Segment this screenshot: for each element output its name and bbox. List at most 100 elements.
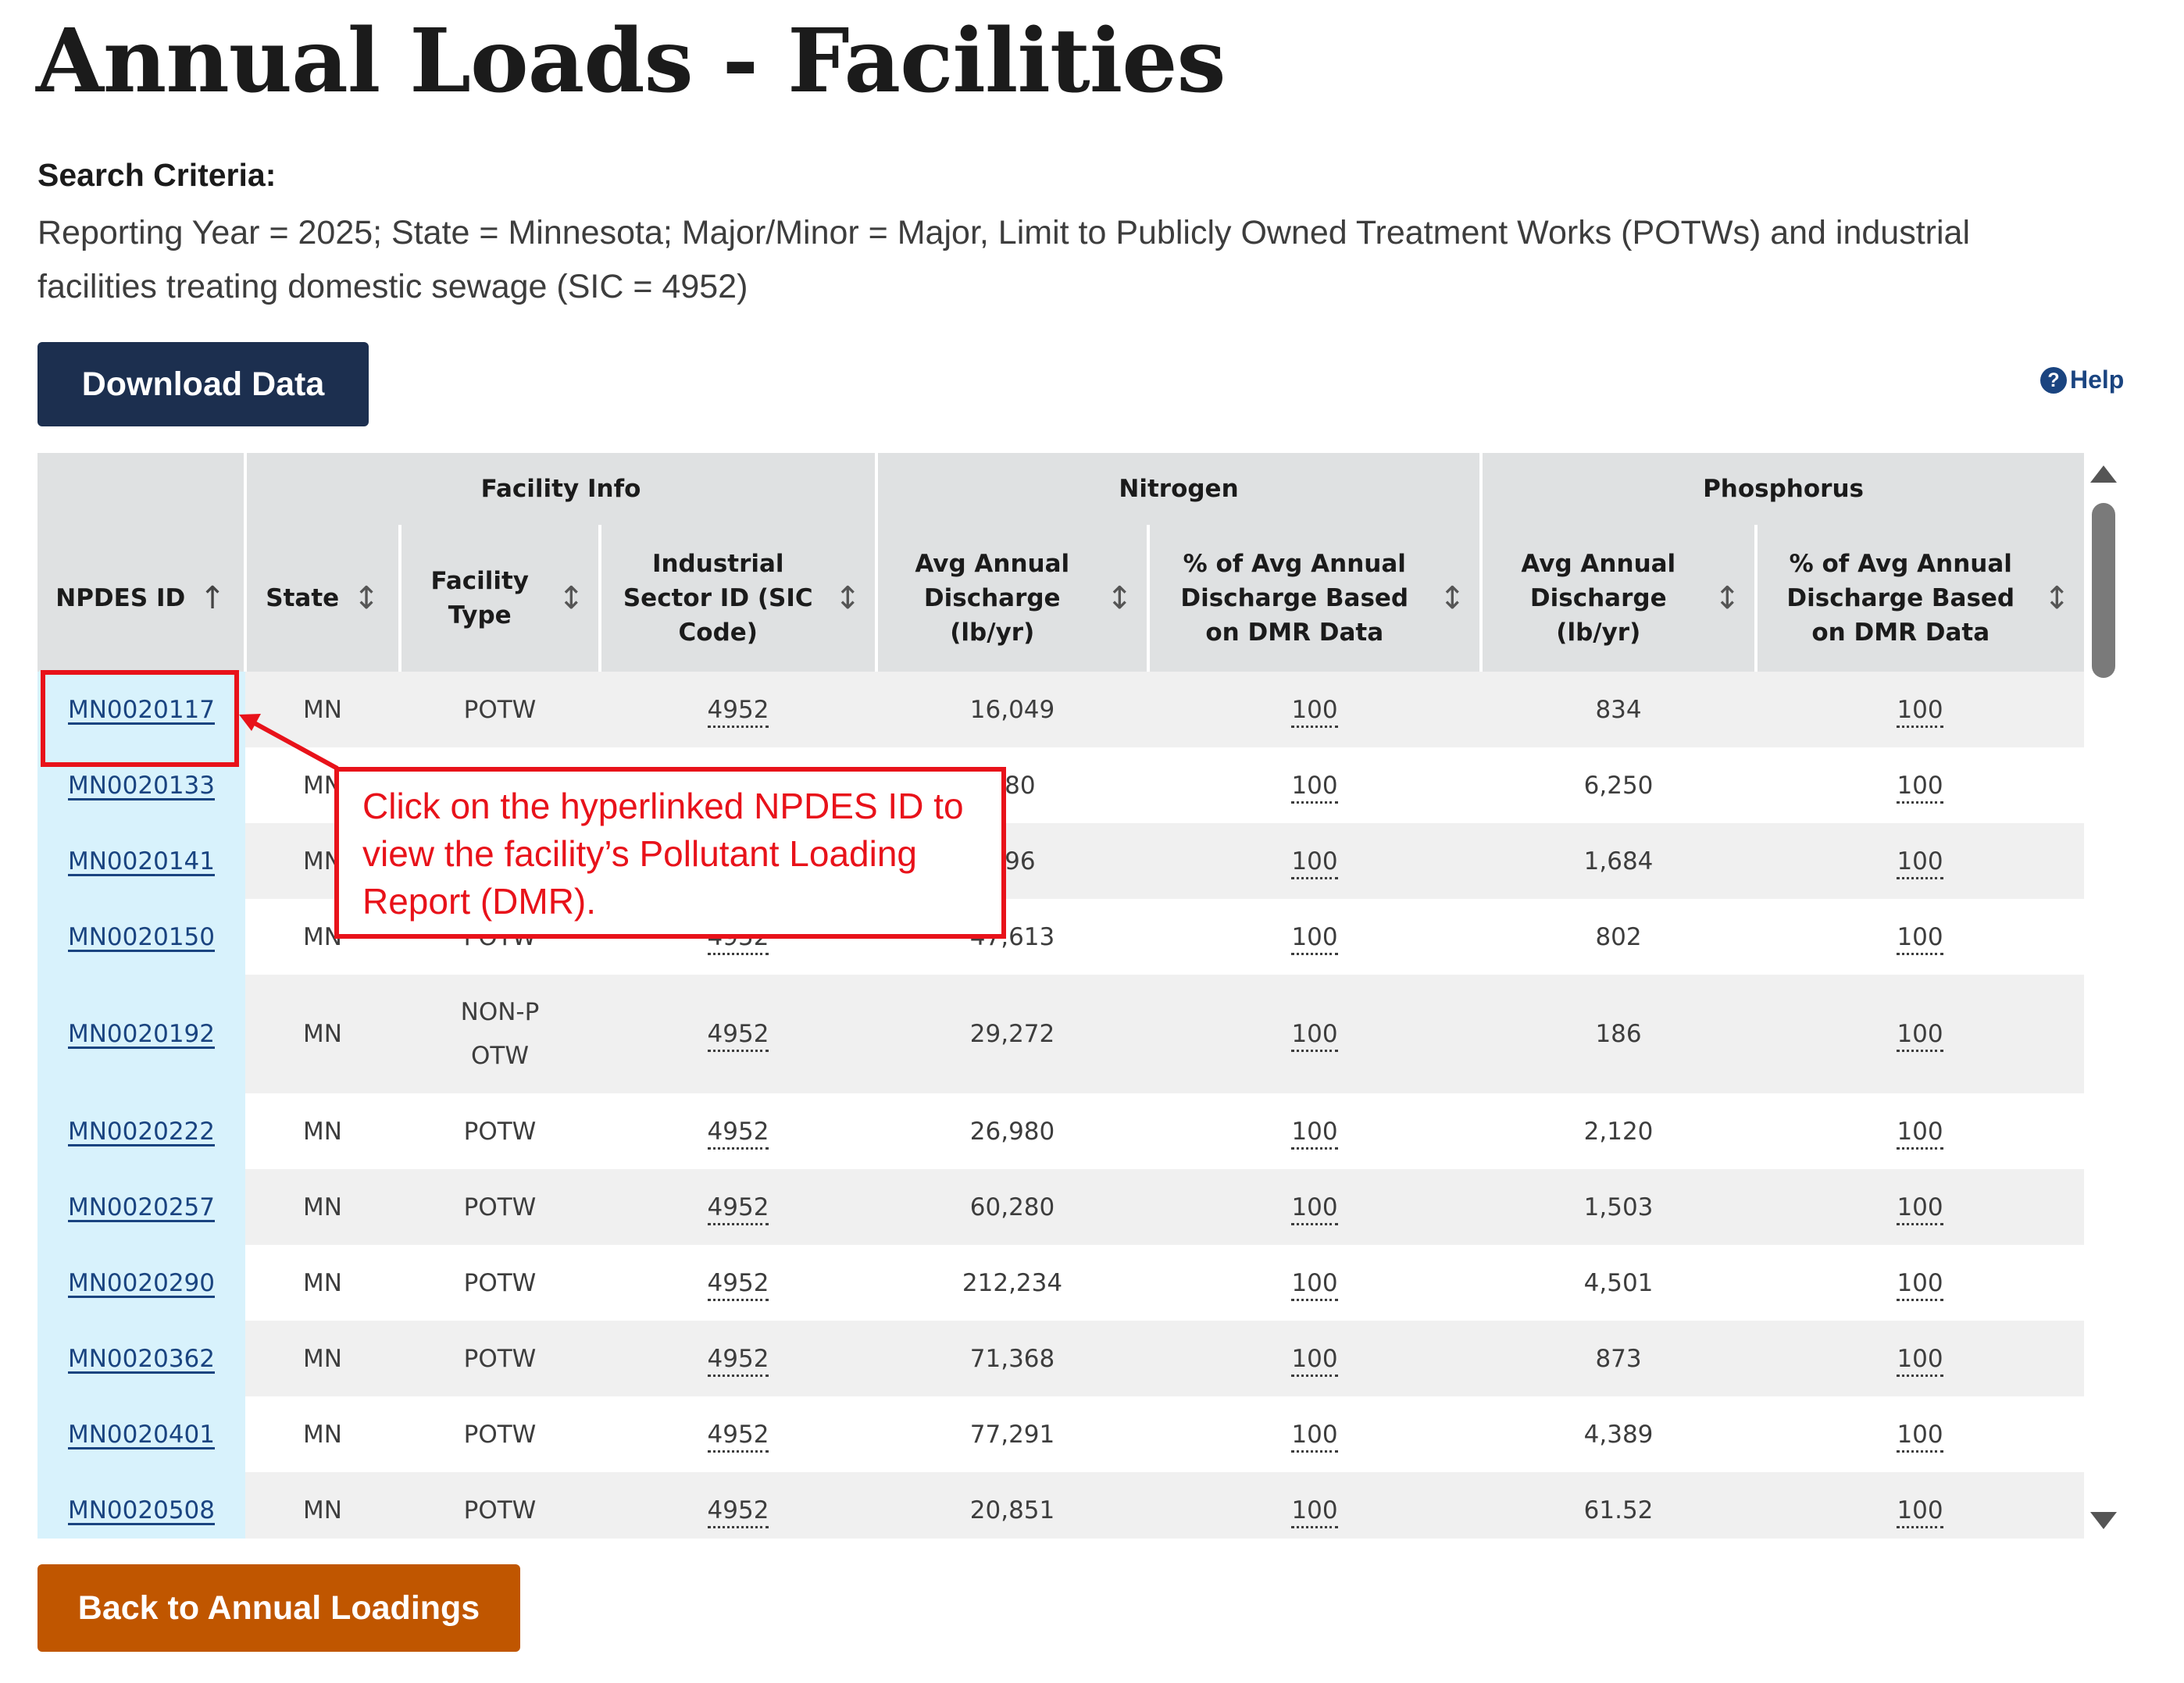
npdes-id-link[interactable]: MN0020133 xyxy=(68,771,215,800)
phosphorus-dmr-pct-value[interactable]: 100 xyxy=(1897,695,1943,728)
phosphorus-dmr-pct-value[interactable]: 100 xyxy=(1897,771,1943,804)
npdes-id-link[interactable]: MN0020141 xyxy=(68,847,215,875)
sort-both-icon[interactable]: ↕ xyxy=(353,580,380,616)
nitrogen-dmr-pct-value[interactable]: 100 xyxy=(1291,1117,1338,1150)
state-value: MN xyxy=(303,1117,342,1146)
sort-both-icon[interactable]: ↕ xyxy=(1714,580,1741,616)
nitrogen-dmr-pct-value[interactable]: 100 xyxy=(1291,847,1338,879)
sort-both-icon[interactable]: ↕ xyxy=(2043,580,2071,616)
phosphorus-discharge-cell: 802 xyxy=(1481,899,1757,975)
facility-type-value: NON-POTW xyxy=(460,998,540,1070)
phosphorus-discharge-cell: 61.52 xyxy=(1481,1472,1757,1539)
sic-code-cell: 4952 xyxy=(600,1245,877,1321)
phosphorus-discharge-value: 6,250 xyxy=(1583,771,1654,800)
npdes-id-cell: MN0020141 xyxy=(37,823,245,899)
group-header-phosphorus: Phosphorus xyxy=(1479,453,2084,525)
nitrogen-discharge-cell: 60,280 xyxy=(876,1169,1149,1245)
column-header-nitrogen-dmr-pct[interactable]: % of Avg Annual Discharge Based on DMR D… xyxy=(1147,525,1482,672)
sic-code-value[interactable]: 4952 xyxy=(707,1344,769,1377)
facility-type-value: POTW xyxy=(463,1268,537,1297)
arrow-up-icon[interactable]: ↑ xyxy=(199,580,226,616)
phosphorus-dmr-pct-value[interactable]: 100 xyxy=(1897,847,1943,879)
npdes-id-link[interactable]: MN0020401 xyxy=(68,1420,215,1449)
phosphorus-discharge-cell: 1,503 xyxy=(1481,1169,1757,1245)
sort-both-icon[interactable]: ↕ xyxy=(558,580,584,616)
npdes-id-link[interactable]: MN0020290 xyxy=(68,1268,215,1297)
phosphorus-discharge-cell: 834 xyxy=(1481,672,1757,747)
npdes-id-link[interactable]: MN0020150 xyxy=(68,922,215,951)
column-header-nitrogen-discharge[interactable]: Avg Annual Discharge (lb/yr) ↕ xyxy=(875,525,1149,672)
back-to-annual-loadings-button[interactable]: Back to Annual Loadings xyxy=(37,1564,520,1652)
facilities-table-container: Facility Info Nitrogen Phosphorus NPDES … xyxy=(37,453,2084,1539)
scroll-up-arrow[interactable] xyxy=(2090,465,2117,483)
sic-code-value[interactable]: 4952 xyxy=(707,1268,769,1301)
sort-both-icon[interactable]: ↕ xyxy=(1439,580,1466,616)
phosphorus-discharge-cell: 1,684 xyxy=(1481,823,1757,899)
sic-code-cell: 4952 xyxy=(600,1093,877,1169)
sic-code-value[interactable]: 4952 xyxy=(707,1193,769,1225)
nitrogen-dmr-pct-value[interactable]: 100 xyxy=(1291,1496,1338,1528)
phosphorus-dmr-pct-value[interactable]: 100 xyxy=(1897,1193,1943,1225)
npdes-id-link[interactable]: MN0020362 xyxy=(68,1344,215,1373)
npdes-id-cell: MN0020133 xyxy=(37,747,245,823)
nitrogen-dmr-pct-value[interactable]: 100 xyxy=(1291,922,1338,955)
phosphorus-discharge-value: 186 xyxy=(1595,1020,1642,1048)
nitrogen-discharge-cell: 77,291 xyxy=(876,1396,1149,1472)
sic-code-cell: 4952 xyxy=(600,672,877,747)
column-header-sic-code[interactable]: Industrial Sector ID (SIC Code) ↕ xyxy=(598,525,877,672)
npdes-id-link[interactable]: MN0020117 xyxy=(68,695,215,724)
nitrogen-dmr-pct-value[interactable]: 100 xyxy=(1291,771,1338,804)
phosphorus-dmr-pct-value[interactable]: 100 xyxy=(1897,1117,1943,1150)
column-header-label: % of Avg Annual Discharge Based on DMR D… xyxy=(1180,550,1409,647)
state-cell: MN xyxy=(245,1321,400,1396)
search-criteria-label: Search Criteria: xyxy=(37,157,277,193)
column-header-facility-type[interactable]: Facility Type ↕ xyxy=(398,525,600,672)
npdes-id-link[interactable]: MN0020192 xyxy=(68,1020,215,1048)
facility-type-value: POTW xyxy=(463,1420,537,1449)
scroll-down-arrow[interactable] xyxy=(2090,1512,2117,1529)
column-header-state[interactable]: State ↕ xyxy=(244,525,400,672)
facility-type-cell: POTW xyxy=(400,1396,600,1472)
table-group-header-row: Facility Info Nitrogen Phosphorus xyxy=(37,453,2084,525)
nitrogen-dmr-pct-value[interactable]: 100 xyxy=(1291,1420,1338,1453)
sort-both-icon[interactable]: ↕ xyxy=(1106,580,1133,616)
npdes-id-cell: MN0020192 xyxy=(37,975,245,1093)
sort-both-icon[interactable]: ↕ xyxy=(834,580,862,616)
nitrogen-dmr-pct-value[interactable]: 100 xyxy=(1291,1268,1338,1301)
scrollbar-thumb[interactable] xyxy=(2092,503,2115,678)
npdes-id-link[interactable]: MN0020222 xyxy=(68,1117,215,1146)
state-cell: MN xyxy=(245,1245,400,1321)
column-header-phosphorus-discharge[interactable]: Avg Annual Discharge (lb/yr) ↕ xyxy=(1479,525,1757,672)
phosphorus-dmr-pct-value[interactable]: 100 xyxy=(1897,1268,1943,1301)
sic-code-value[interactable]: 4952 xyxy=(707,1020,769,1052)
table-row: MN0020508 MN POTW 4952 20,851 100 61.52 100 xyxy=(37,1472,2084,1539)
npdes-id-link[interactable]: MN0020257 xyxy=(68,1193,215,1221)
phosphorus-dmr-pct-value[interactable]: 100 xyxy=(1897,922,1943,955)
sic-code-value[interactable]: 4952 xyxy=(707,695,769,728)
state-value: MN xyxy=(303,1344,342,1373)
phosphorus-dmr-pct-cell: 100 xyxy=(1756,1169,2084,1245)
sic-code-value[interactable]: 4952 xyxy=(707,1420,769,1453)
nitrogen-dmr-pct-cell: 100 xyxy=(1148,1396,1482,1472)
nitrogen-dmr-pct-cell: 100 xyxy=(1148,747,1482,823)
sic-code-value[interactable]: 4952 xyxy=(707,1117,769,1150)
phosphorus-dmr-pct-value[interactable]: 100 xyxy=(1897,1020,1943,1052)
nitrogen-dmr-pct-value[interactable]: 100 xyxy=(1291,1193,1338,1225)
phosphorus-dmr-pct-value[interactable]: 100 xyxy=(1897,1344,1943,1377)
column-header-phosphorus-dmr-pct[interactable]: % of Avg Annual Discharge Based on DMR D… xyxy=(1754,525,2084,672)
column-header-npdes-id[interactable]: NPDES ID ↑ xyxy=(37,525,245,672)
phosphorus-dmr-pct-value[interactable]: 100 xyxy=(1897,1420,1943,1453)
sic-code-value[interactable]: 4952 xyxy=(707,1496,769,1528)
nitrogen-dmr-pct-value[interactable]: 100 xyxy=(1291,1344,1338,1377)
help-link[interactable]: ? Help xyxy=(2040,365,2124,394)
state-value: MN xyxy=(303,1496,342,1524)
phosphorus-dmr-pct-value[interactable]: 100 xyxy=(1897,1496,1943,1528)
nitrogen-discharge-value: 29,272 xyxy=(969,1020,1055,1048)
download-data-button[interactable]: Download Data xyxy=(37,342,369,426)
nitrogen-dmr-pct-value[interactable]: 100 xyxy=(1291,695,1338,728)
phosphorus-dmr-pct-cell: 100 xyxy=(1756,1093,2084,1169)
npdes-id-link[interactable]: MN0020508 xyxy=(68,1496,215,1524)
search-criteria-text: Reporting Year = 2025; State = Minnesota… xyxy=(37,214,1970,305)
nitrogen-dmr-pct-value[interactable]: 100 xyxy=(1291,1020,1338,1052)
nitrogen-discharge-value: 77,291 xyxy=(969,1420,1055,1449)
